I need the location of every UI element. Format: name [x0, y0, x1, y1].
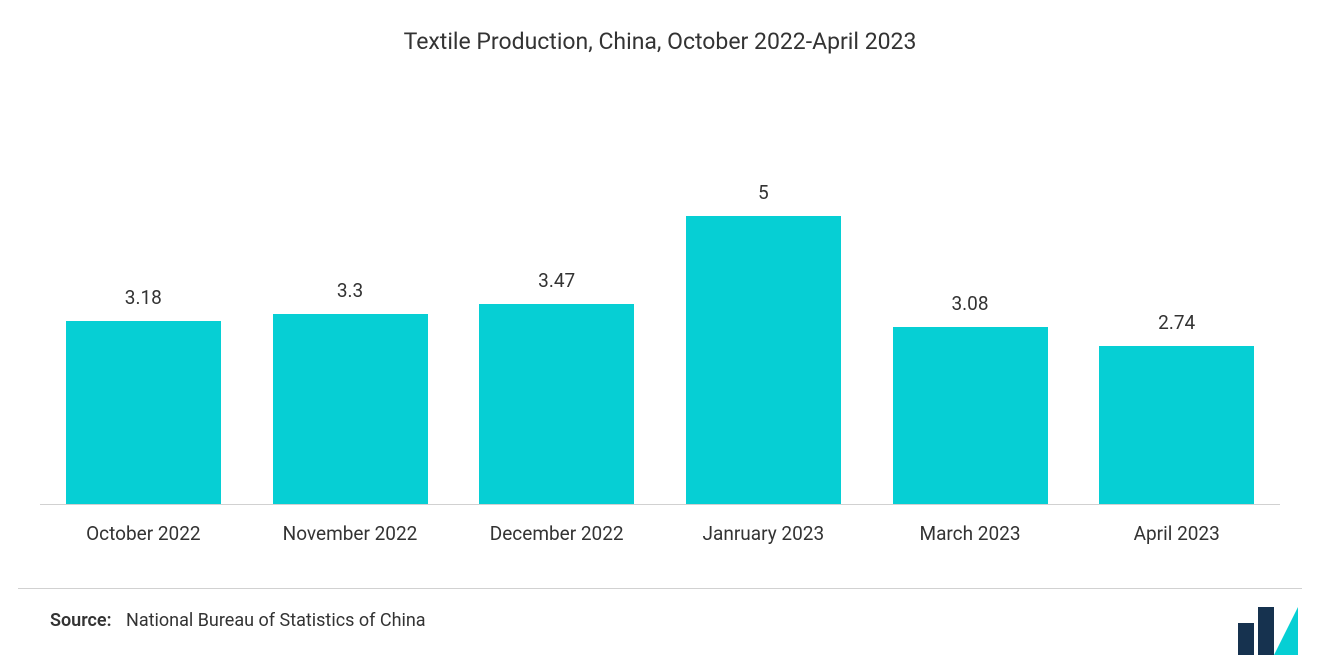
x-axis-label: Janruary 2023	[660, 522, 867, 545]
chart-card: Textile Production, China, October 2022-…	[0, 0, 1320, 665]
x-axis-label: March 2023	[867, 522, 1074, 545]
bar: 3.47	[479, 304, 634, 504]
bar: 5	[686, 216, 841, 504]
x-axis-label: October 2022	[40, 522, 247, 545]
source-text: National Bureau of Statistics of China	[126, 610, 426, 631]
chart-title: Textile Production, China, October 2022-…	[0, 0, 1320, 55]
bars-row: 3.18 3.3 3.47 5 3.08 2.74	[40, 130, 1280, 504]
footer-divider	[18, 588, 1302, 589]
bar-slot: 3.47	[453, 130, 660, 504]
x-axis-label: December 2022	[453, 522, 660, 545]
plot-area: 3.18 3.3 3.47 5 3.08 2.74	[40, 130, 1280, 505]
bar: 3.08	[893, 327, 1048, 504]
bar-value-label: 3.18	[125, 286, 162, 309]
bar-value-label: 5	[758, 181, 769, 204]
bar: 2.74	[1099, 346, 1254, 504]
x-axis-label: April 2023	[1073, 522, 1280, 545]
bar: 3.3	[273, 314, 428, 504]
bar-slot: 3.08	[867, 130, 1074, 504]
bar-slot: 3.3	[247, 130, 454, 504]
bar-value-label: 2.74	[1158, 311, 1195, 334]
bar-slot: 3.18	[40, 130, 247, 504]
bar-slot: 5	[660, 130, 867, 504]
x-axis-labels: October 2022November 2022December 2022Ja…	[40, 522, 1280, 545]
bar-slot: 2.74	[1073, 130, 1280, 504]
bar-value-label: 3.08	[951, 292, 988, 315]
source-attribution: Source: National Bureau of Statistics of…	[50, 610, 426, 631]
bar-value-label: 3.47	[538, 269, 575, 292]
bar-value-label: 3.3	[337, 279, 363, 302]
source-label: Source:	[50, 610, 112, 631]
bar: 3.18	[66, 321, 221, 504]
publisher-logo-icon	[1238, 599, 1298, 655]
x-axis-label: November 2022	[247, 522, 454, 545]
